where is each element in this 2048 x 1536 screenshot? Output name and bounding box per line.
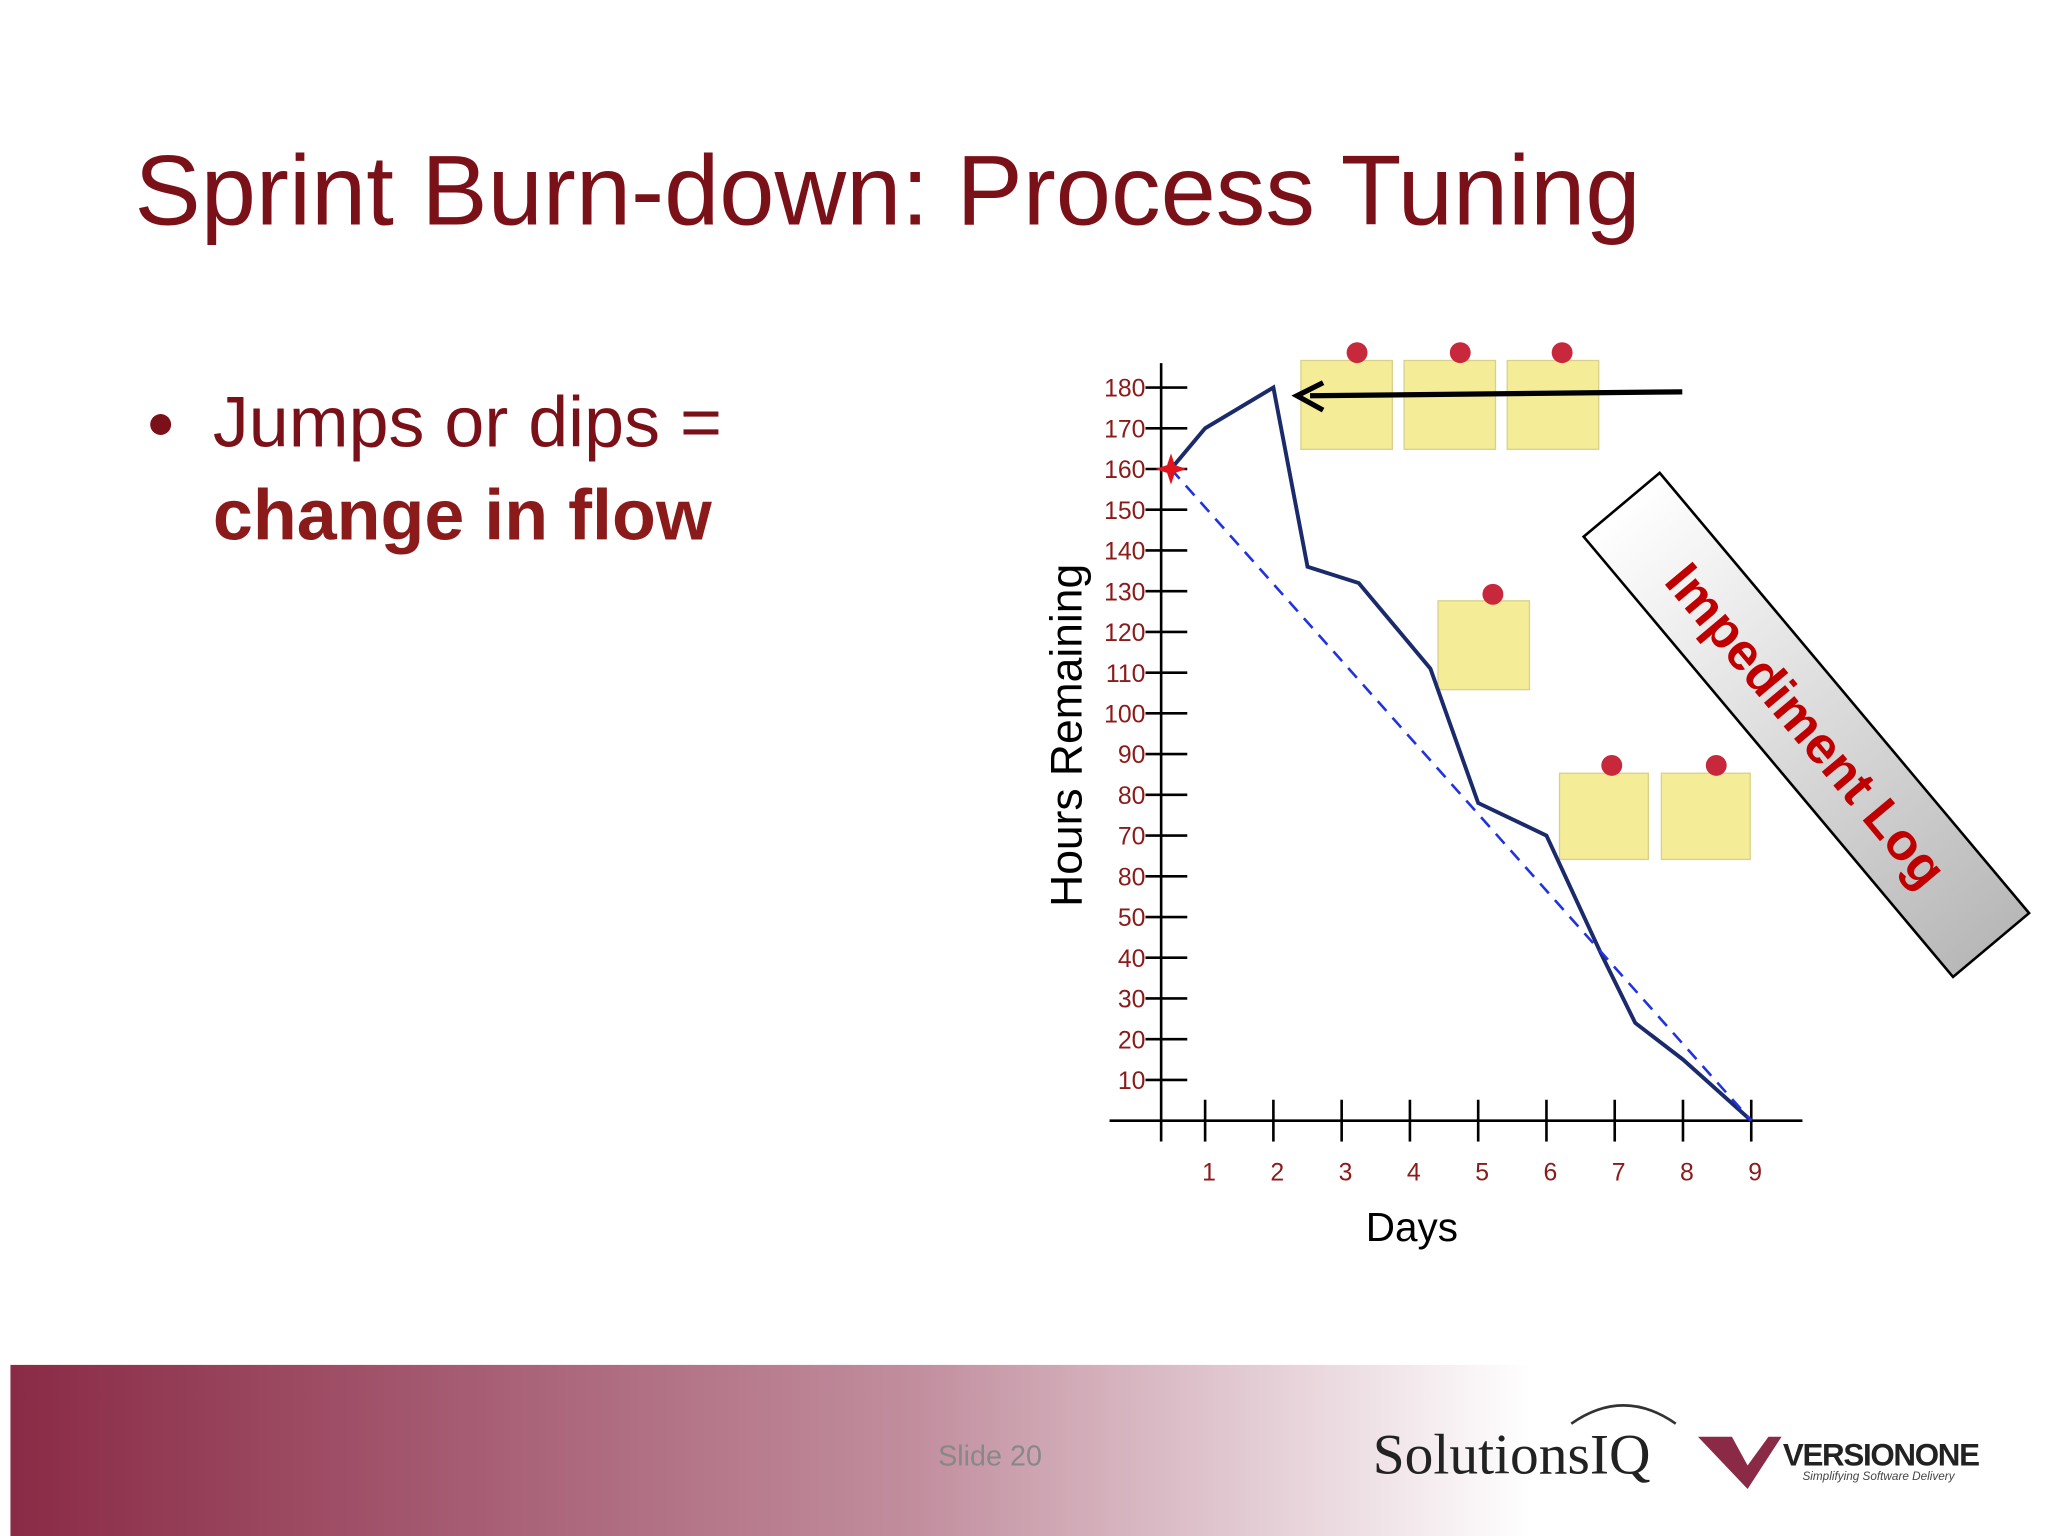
slide-title: Sprint Burn-down: Process Tuning (135, 136, 1641, 247)
sticky-note (1403, 359, 1497, 450)
bullet-dot (150, 414, 172, 435)
y-tick-label: 70 (1118, 824, 1146, 851)
sticky-note (1437, 600, 1531, 691)
x-tick-label: 8 (1680, 1160, 1694, 1187)
y-tick-label: 20 (1118, 1027, 1146, 1054)
x-tick-label: 1 (1202, 1160, 1216, 1187)
y-tick-label: 80 (1118, 783, 1146, 810)
logo-tagline: Simplifying Software Delivery (1802, 1470, 1955, 1483)
series-line (1169, 384, 1753, 1123)
x-tick-label: 5 (1475, 1160, 1489, 1187)
x-tick-label: 3 (1339, 1160, 1353, 1187)
arrow-head (1291, 380, 1325, 413)
y-tick-label: 90 (1118, 742, 1146, 769)
logo-v (1697, 1436, 1782, 1489)
bullet-emphasis: change in flow (213, 475, 713, 555)
pin (1482, 583, 1504, 605)
series-line (1170, 468, 1753, 1122)
y-tick-label: 150 (1104, 498, 1145, 525)
sticky-note (1506, 359, 1600, 450)
x-tick-label: 9 (1748, 1160, 1762, 1187)
sticky-note (1660, 772, 1751, 861)
x-tick-label: 7 (1612, 1160, 1626, 1187)
start-marker (1155, 453, 1187, 485)
y-tick-label: 170 (1104, 416, 1145, 443)
y-tick-label: 120 (1104, 620, 1145, 647)
pin (1601, 754, 1623, 776)
y-tick-label: 140 (1104, 539, 1145, 566)
background (10, 0, 2038, 1536)
y-tick-label: 50 (1118, 905, 1146, 932)
x-tick-label: 2 (1270, 1160, 1284, 1187)
y-tick-label: 40 (1118, 946, 1146, 973)
pin (1449, 342, 1471, 364)
logo-arc (1570, 1404, 1677, 1425)
y-tick-label: 80 (1118, 864, 1146, 891)
y-tick-label: 180 (1104, 376, 1145, 403)
logo-solutionsiq: SolutionsIQ (1373, 1423, 1651, 1486)
x-axis-label: Days (1366, 1204, 1458, 1250)
footer-band (10, 1364, 2038, 1536)
y-tick-label: 10 (1118, 1068, 1146, 1095)
logo-versionone: VERSIONONE (1783, 1437, 1979, 1472)
pin (1551, 342, 1573, 364)
x-tick-label: 4 (1407, 1160, 1421, 1187)
arrow (1310, 389, 1683, 399)
y-axis-label: Hours Remaining (1042, 564, 1091, 907)
chart: Hours Remaining Days 10 20 30 40 50 80 70 80 90 1… (1042, 363, 1803, 1250)
y-tick-label: 130 (1104, 579, 1145, 606)
pin (1346, 342, 1368, 364)
y-tick-label: 30 (1118, 987, 1146, 1014)
x-tick-label: 6 (1543, 1160, 1557, 1187)
y-tick-label: 100 (1104, 702, 1145, 729)
sticky-notes (1300, 342, 1751, 861)
impediment-log-frame (1581, 471, 2031, 979)
sticky-note (1558, 772, 1649, 861)
slide-number: Slide 20 (938, 1440, 1042, 1472)
y-tick-label: 160 (1104, 457, 1145, 484)
bullet-text: Jumps or dips = (213, 383, 722, 463)
pin (1705, 754, 1727, 776)
y-tick-label: 110 (1106, 661, 1146, 688)
